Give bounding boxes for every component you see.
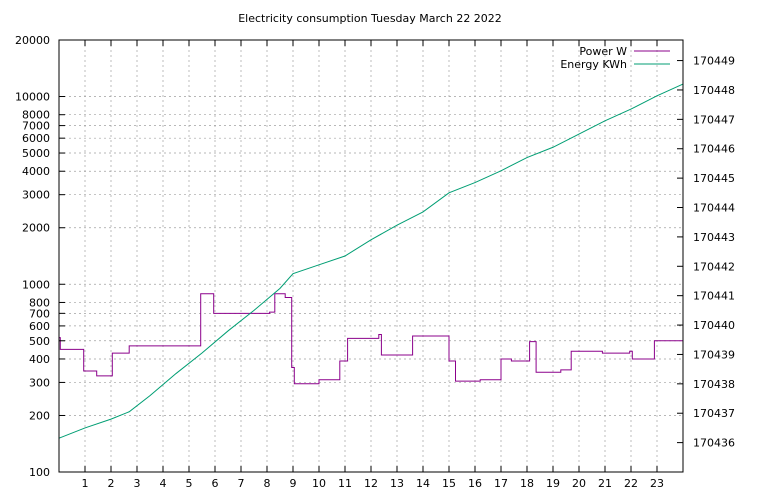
x-tick-label: 5 [186, 477, 193, 490]
y-tick-label: 700 [29, 307, 50, 320]
series-line-energy [58, 83, 684, 439]
x-tick-label: 21 [598, 477, 612, 490]
x-tick-label: 19 [546, 477, 560, 490]
series-line-power [59, 293, 684, 385]
y-tick-label: 5000 [22, 147, 50, 160]
x-tick-label: 8 [264, 477, 271, 490]
y-tick-label: 7000 [22, 120, 50, 133]
x-tick-label: 7 [238, 477, 245, 490]
x-tick-label: 17 [494, 477, 508, 490]
x-tick-label: 13 [390, 477, 404, 490]
y-tick-label: 800 [29, 296, 50, 309]
x-tick-label: 2 [108, 477, 115, 490]
y-tick-label: 20000 [15, 34, 50, 47]
y2-tick-label: 170449 [693, 55, 735, 68]
x-tick-label: 10 [312, 477, 326, 490]
y-tick-label: 500 [29, 335, 50, 348]
y2-tick-label: 170444 [693, 202, 735, 215]
y-tick-label: 300 [29, 376, 50, 389]
x-tick-label: 1 [82, 477, 89, 490]
y2-tick-label: 170439 [693, 348, 735, 361]
y-tick-label: 1000 [22, 278, 50, 291]
x-tick-label: 15 [442, 477, 456, 490]
x-axis-tick-labels: 1 2 3 4 5 6 7 8 9 10 11 12 13 14 15 16 17 18 19 20 21 22 23 [82, 477, 665, 490]
y2-tick-label: 170446 [693, 143, 735, 156]
y-tick-label: 4000 [22, 165, 50, 178]
x-tick-label: 23 [650, 477, 664, 490]
y-tick-label: 8000 [22, 109, 50, 122]
y2-tick-label: 170436 [693, 437, 735, 450]
y-tick-label: 600 [29, 320, 50, 333]
y-tick-label: 100 [29, 466, 50, 479]
x-tick-label: 18 [520, 477, 534, 490]
y-tick-label: 6000 [22, 132, 50, 145]
y2-tick-label: 170445 [693, 172, 735, 185]
x-tick-label: 3 [134, 477, 141, 490]
y2-tick-label: 170447 [693, 113, 735, 126]
y2-tick-label: 170443 [693, 231, 735, 244]
y-tick-label: 2000 [22, 222, 50, 235]
y-tick-label: 400 [29, 353, 50, 366]
x-tick-label: 22 [624, 477, 638, 490]
grid-lines [59, 39, 683, 473]
y2-tick-label: 170448 [693, 84, 735, 97]
y2-tick-label: 170442 [693, 260, 735, 273]
legend-label: Power W [579, 45, 627, 58]
x-tick-label: 11 [338, 477, 352, 490]
y-tick-label: 200 [29, 409, 50, 422]
x-tick-label: 6 [212, 477, 219, 490]
y2-tick-label: 170441 [693, 290, 735, 303]
series-group [58, 83, 684, 439]
y2-axis-tick-labels: 170436 170437 170438 170439 170440 170441 1704… [693, 55, 735, 450]
y2-tick-label: 170437 [693, 407, 735, 420]
axis-ticks [59, 39, 683, 473]
y2-tick-label: 170440 [693, 319, 735, 332]
x-tick-label: 4 [160, 477, 167, 490]
x-tick-label: 12 [364, 477, 378, 490]
y2-tick-label: 170438 [693, 378, 735, 391]
x-tick-label: 16 [468, 477, 482, 490]
chart-title: Electricity consumption Tuesday March 22… [238, 12, 502, 25]
legend-label: Energy KWh [560, 58, 627, 71]
x-tick-label: 20 [572, 477, 586, 490]
y-tick-label: 10000 [15, 91, 50, 104]
x-tick-label: 14 [416, 477, 430, 490]
y-tick-label: 3000 [22, 189, 50, 202]
x-tick-label: 9 [290, 477, 297, 490]
